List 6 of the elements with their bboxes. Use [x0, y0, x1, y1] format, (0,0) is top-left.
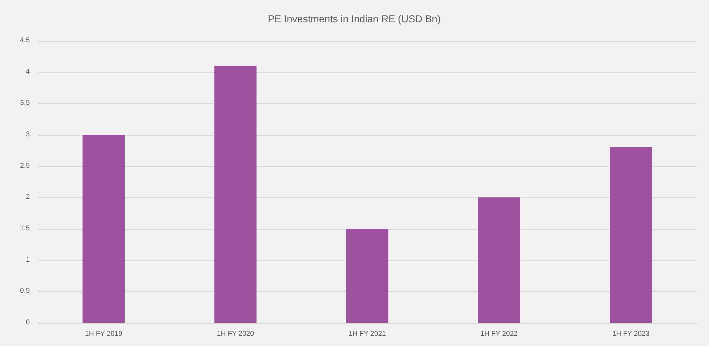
bar — [610, 148, 652, 323]
bar — [214, 66, 257, 323]
bar — [346, 229, 389, 323]
bar — [82, 135, 125, 323]
chart-title: PE Investments in Indian RE (USD Bn) — [268, 14, 441, 26]
bar — [478, 198, 520, 323]
